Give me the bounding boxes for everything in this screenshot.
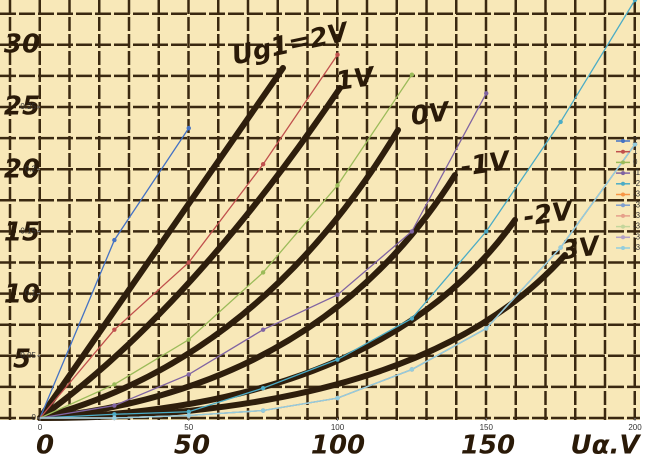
legend-label: -3 (633, 232, 641, 241)
point (186, 409, 191, 414)
series-line (39, 74, 413, 419)
point (484, 229, 489, 234)
scan-curve (37, 65, 286, 421)
legend-marker (621, 171, 625, 176)
point (632, 0, 638, 3)
y-tick-label: 0.05 (20, 351, 36, 360)
y-tick-label: 0.2 (25, 164, 37, 173)
x-tick-label: 0 (38, 423, 43, 432)
point (260, 408, 266, 413)
legend-label: 1 (633, 147, 638, 156)
x-tick-label: 200 (628, 423, 642, 432)
legend-marker (621, 139, 625, 143)
point (632, 142, 638, 147)
scan-axis-label: Uα.V (571, 431, 642, 461)
point (112, 382, 117, 387)
point (409, 72, 415, 77)
legend-marker (621, 224, 625, 229)
y-tick-label: 0.15 (20, 227, 36, 236)
scan-grid (0, 0, 640, 420)
point (484, 326, 489, 331)
legend-label: -2 (633, 179, 641, 188)
scan-x-label: 150 (461, 431, 515, 461)
scan-curve-label: 1V (334, 62, 378, 97)
point (260, 385, 266, 391)
legend-marker (621, 149, 625, 154)
legend-marker (621, 160, 625, 165)
legend-label: 0 (633, 158, 638, 167)
point (260, 162, 266, 167)
legend-label: -3 (633, 222, 641, 231)
y-tick-label: 0.25 (20, 102, 36, 111)
scan-y-label: 25 (4, 92, 40, 122)
y-tick-label: 0 (32, 413, 37, 422)
scan-x-label: 100 (311, 431, 365, 461)
point (484, 91, 489, 96)
x-tick-label: 100 (331, 423, 345, 432)
legend-marker (621, 203, 625, 208)
point (260, 270, 266, 275)
x-tick-label: 50 (184, 423, 193, 432)
scan-curve (37, 217, 518, 421)
scan-y-label: 5 (13, 345, 31, 375)
x-tick-label: 150 (480, 423, 494, 432)
scan-curve-label: -1V (459, 146, 514, 183)
point (335, 292, 340, 298)
legend-marker (621, 213, 625, 218)
point (112, 415, 117, 421)
point (186, 413, 191, 418)
scan-x-label: 50 (174, 431, 210, 461)
point (335, 395, 340, 401)
point (112, 412, 117, 417)
legend-marker (621, 181, 625, 186)
point (335, 52, 340, 57)
point (409, 229, 415, 234)
point (186, 372, 191, 377)
legend-label: -1 (633, 168, 641, 177)
scan-curve-label: 0V (409, 97, 453, 132)
scan-y-label: 10 (4, 280, 40, 310)
legend-label: -3 (633, 200, 641, 209)
legend-marker (621, 235, 625, 240)
point (335, 357, 340, 362)
point (186, 125, 191, 131)
point (112, 403, 117, 408)
point (409, 316, 415, 321)
scan-curve (37, 85, 343, 421)
point (112, 237, 117, 243)
point (335, 183, 340, 188)
point (558, 245, 563, 250)
legend-label: -3 (633, 190, 641, 199)
legend-marker (621, 192, 625, 197)
point (260, 327, 266, 332)
point (186, 260, 191, 265)
scan-curve-label: -3V (549, 231, 604, 268)
scan-curve-label: -2V (522, 196, 577, 233)
point (558, 119, 563, 125)
legend-label: -3 (633, 243, 641, 252)
legend-label: -3 (633, 211, 641, 220)
legend-label: 2 (633, 136, 638, 145)
scan-y-label: 15 (4, 218, 40, 248)
scan-x-label: 0 (36, 431, 54, 461)
scan-curve (37, 252, 568, 421)
scan-curve (37, 127, 401, 421)
scan-y-label: 20 (4, 155, 40, 185)
point (186, 337, 191, 342)
scan-background (0, 0, 640, 420)
point (112, 327, 117, 332)
point (409, 367, 415, 372)
legend-marker (621, 246, 625, 250)
y-tick-label: 0.1 (25, 289, 37, 298)
scan-y-label: 30 (4, 30, 40, 60)
